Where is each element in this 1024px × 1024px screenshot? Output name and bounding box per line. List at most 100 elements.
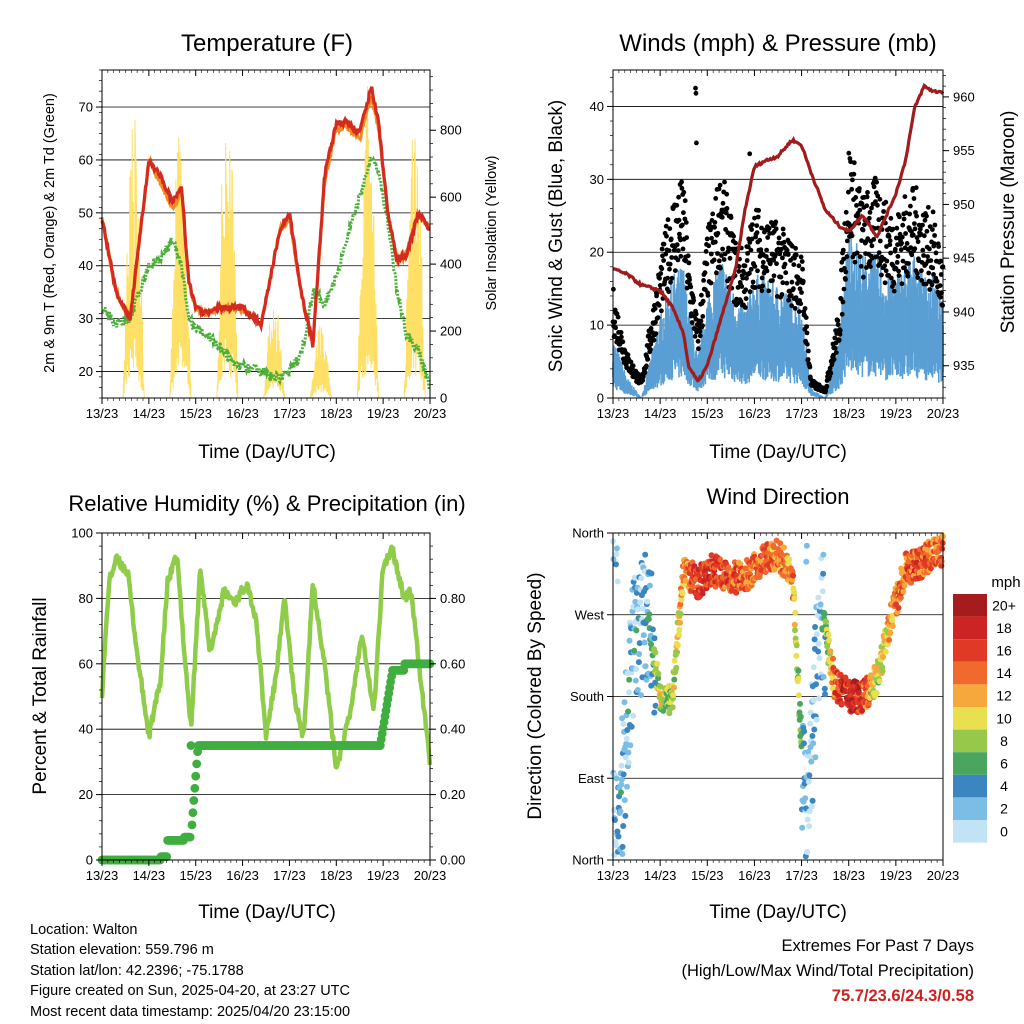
gust-point	[914, 213, 919, 219]
gust-point	[743, 287, 749, 293]
gust-point	[852, 259, 858, 265]
legend-label: 10	[996, 710, 1012, 726]
rh-ytick-label: 60	[79, 656, 93, 671]
gust-point	[613, 325, 618, 331]
gust-point	[824, 383, 830, 389]
dir-xtick-label: 20/23	[927, 868, 960, 883]
gust-point	[733, 240, 738, 246]
direction-point	[810, 697, 817, 704]
gust-point	[800, 266, 805, 272]
gust-point	[740, 275, 746, 281]
gust-point	[760, 259, 766, 265]
gust-point	[731, 233, 736, 239]
rh-y2tick-label: 0.40	[440, 722, 465, 737]
legend-swatch	[953, 616, 987, 640]
temp-y2tick-label: 800	[440, 123, 462, 138]
precip-point	[185, 832, 195, 842]
gust-point	[876, 250, 882, 256]
direction-point	[624, 783, 630, 790]
direction-point	[777, 540, 784, 547]
direction-point	[814, 631, 820, 638]
gust-point	[747, 240, 753, 245]
legend-swatch	[953, 729, 987, 753]
direction-point	[793, 642, 800, 649]
rh-ytick-label: 20	[79, 787, 93, 802]
gust-point	[860, 227, 866, 233]
temp-xtick-label: 19/23	[367, 406, 400, 421]
gust-point	[774, 261, 779, 267]
gust-point	[676, 217, 682, 223]
gust-point	[865, 190, 870, 195]
gust-point	[849, 233, 855, 239]
winds-y2label: Station Pressure (Maroon)	[998, 111, 1019, 334]
rh-xtick-label: 15/23	[179, 868, 212, 883]
gust-point	[684, 235, 690, 241]
precip-point	[188, 808, 198, 818]
direction-point	[825, 631, 832, 638]
gust-point	[888, 250, 893, 256]
direction-point	[806, 772, 813, 779]
temp-xtick-label: 18/23	[320, 406, 353, 421]
gust-point	[799, 290, 804, 295]
gust-point	[694, 140, 699, 146]
direction-point	[795, 692, 802, 699]
direction-point	[621, 699, 628, 706]
gust-point	[668, 236, 674, 242]
gust-point	[681, 210, 686, 216]
rh-xlabel: Time (Day/UTC)	[198, 902, 336, 923]
gust-point	[896, 273, 902, 278]
precip-point	[192, 759, 202, 769]
gust-point	[786, 297, 791, 303]
legend-label: 20+	[992, 597, 1016, 613]
winds-y2tick-label: 945	[953, 251, 975, 266]
winds-ytick-label: 20	[590, 245, 604, 260]
direction-point	[876, 678, 883, 685]
gust-point	[750, 279, 756, 285]
direction-point	[619, 843, 626, 850]
gust-point	[683, 220, 689, 225]
gust-point	[771, 273, 777, 279]
dir-ytick-label: North	[572, 853, 604, 868]
gust-point	[661, 241, 667, 247]
gust-point	[924, 213, 929, 219]
gust-point	[903, 231, 908, 236]
legend-swatch	[953, 820, 987, 843]
gust-point	[859, 238, 864, 244]
gust-point	[867, 210, 873, 215]
gust-point	[851, 171, 857, 177]
gust-point	[685, 253, 691, 259]
gust-point	[782, 261, 788, 267]
gust-point	[930, 227, 935, 232]
gust-point	[841, 256, 846, 262]
dir-ytick-label: East	[578, 771, 604, 786]
direction-point	[882, 648, 889, 655]
rh-xtick-label: 19/23	[367, 868, 400, 883]
gust-point	[697, 329, 703, 334]
direction-point	[618, 789, 624, 796]
winds-xtick-label: 17/23	[785, 406, 818, 421]
legend-title: mph	[991, 574, 1020, 591]
rh-y2tick-label: 0.20	[440, 787, 465, 802]
extremes-title: Extremes For Past 7 Days	[781, 937, 974, 955]
gust-point	[708, 227, 713, 233]
temp-ytick-label: 70	[79, 100, 93, 115]
gust-point	[669, 275, 675, 281]
gust-point	[807, 364, 813, 370]
gust-point	[686, 260, 692, 266]
gust-point	[872, 175, 878, 181]
direction-point	[643, 676, 650, 683]
legend-swatch	[953, 661, 987, 685]
direction-point	[810, 664, 817, 671]
gust-point	[765, 235, 771, 240]
gust-point	[929, 282, 935, 288]
gust-point	[709, 235, 714, 241]
gust-point	[908, 245, 914, 251]
gust-point	[710, 211, 716, 217]
direction-point	[640, 605, 646, 612]
direction-point	[626, 637, 633, 644]
gust-point	[931, 241, 937, 247]
gust-point	[657, 283, 663, 288]
dir-ytick-label: West	[575, 607, 605, 622]
gust-point	[854, 250, 860, 256]
